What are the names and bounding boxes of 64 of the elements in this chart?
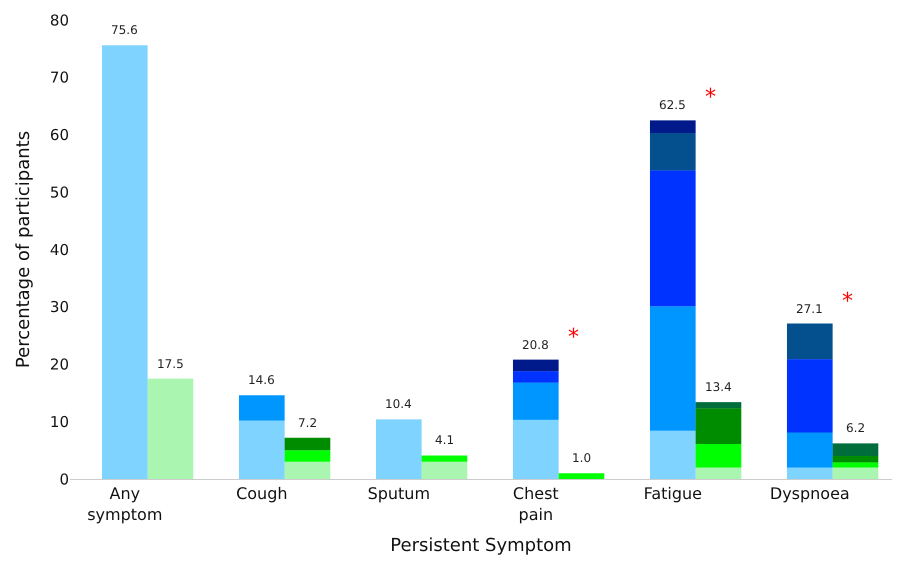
total-label: 14.6 [248,373,275,387]
x-axis-title: Persistent Symptom [390,535,572,556]
x-tick-label: Chest pain [512,484,559,524]
bar [696,408,742,444]
total-label: 1.0 [572,451,592,465]
bar [696,402,742,408]
bar [238,395,285,420]
bar [422,462,468,479]
bar [558,473,604,479]
bar [376,419,422,479]
y-tick-label: 0 [59,470,69,488]
total-label: 7.2 [298,416,318,430]
bar [696,468,742,479]
x-tick-label: Any symptom [87,484,162,524]
bar [238,420,285,479]
annotation: * [568,325,579,350]
total-label: 13.4 [705,380,732,394]
annotation: * [705,85,716,110]
bar [786,432,833,468]
y-tick-label: 30 [50,298,69,316]
total-label: 4.1 [435,433,454,447]
total-label: 17.5 [157,357,184,371]
annotation: * [842,289,853,314]
y-tick-label: 20 [50,356,69,374]
bar [102,45,148,479]
bar [284,450,330,462]
bar [512,360,559,372]
total-label: 20.8 [522,338,549,352]
bar [512,420,559,479]
bar [786,359,833,433]
bar [650,430,696,479]
x-tick-label: Dyspnoea [770,484,850,504]
y-axis-title: Percentage of participants [13,130,34,368]
total-label: 75.6 [111,23,138,37]
y-tick-label: 40 [50,240,69,259]
total-label: 6.2 [846,421,866,435]
total-label: 10.4 [385,397,412,411]
bar [786,468,833,479]
bar [832,468,878,479]
bar [832,456,878,462]
y-tick-label: 10 [50,412,69,431]
y-tick-label: 80 [50,11,69,30]
bar [650,306,696,431]
bar [650,170,696,306]
bar [832,443,878,456]
x-tick-label: Fatigue [644,484,702,504]
bar [650,120,696,134]
x-tick-label: Sputum [368,484,430,504]
y-tick-label: 70 [50,68,69,87]
bar [832,462,878,468]
bar [512,371,559,383]
x-tick-label: Cough [236,484,288,504]
bar [422,455,468,462]
total-label: 62.5 [659,98,686,112]
bar [696,444,742,468]
y-tick-label: 60 [50,126,69,144]
bar [786,324,833,360]
bar [284,462,330,479]
y-tick-label: 50 [50,183,69,202]
bar [284,438,330,450]
bar [148,378,194,479]
total-label: 27.1 [796,302,823,316]
bar [650,133,696,170]
bar [512,382,559,420]
